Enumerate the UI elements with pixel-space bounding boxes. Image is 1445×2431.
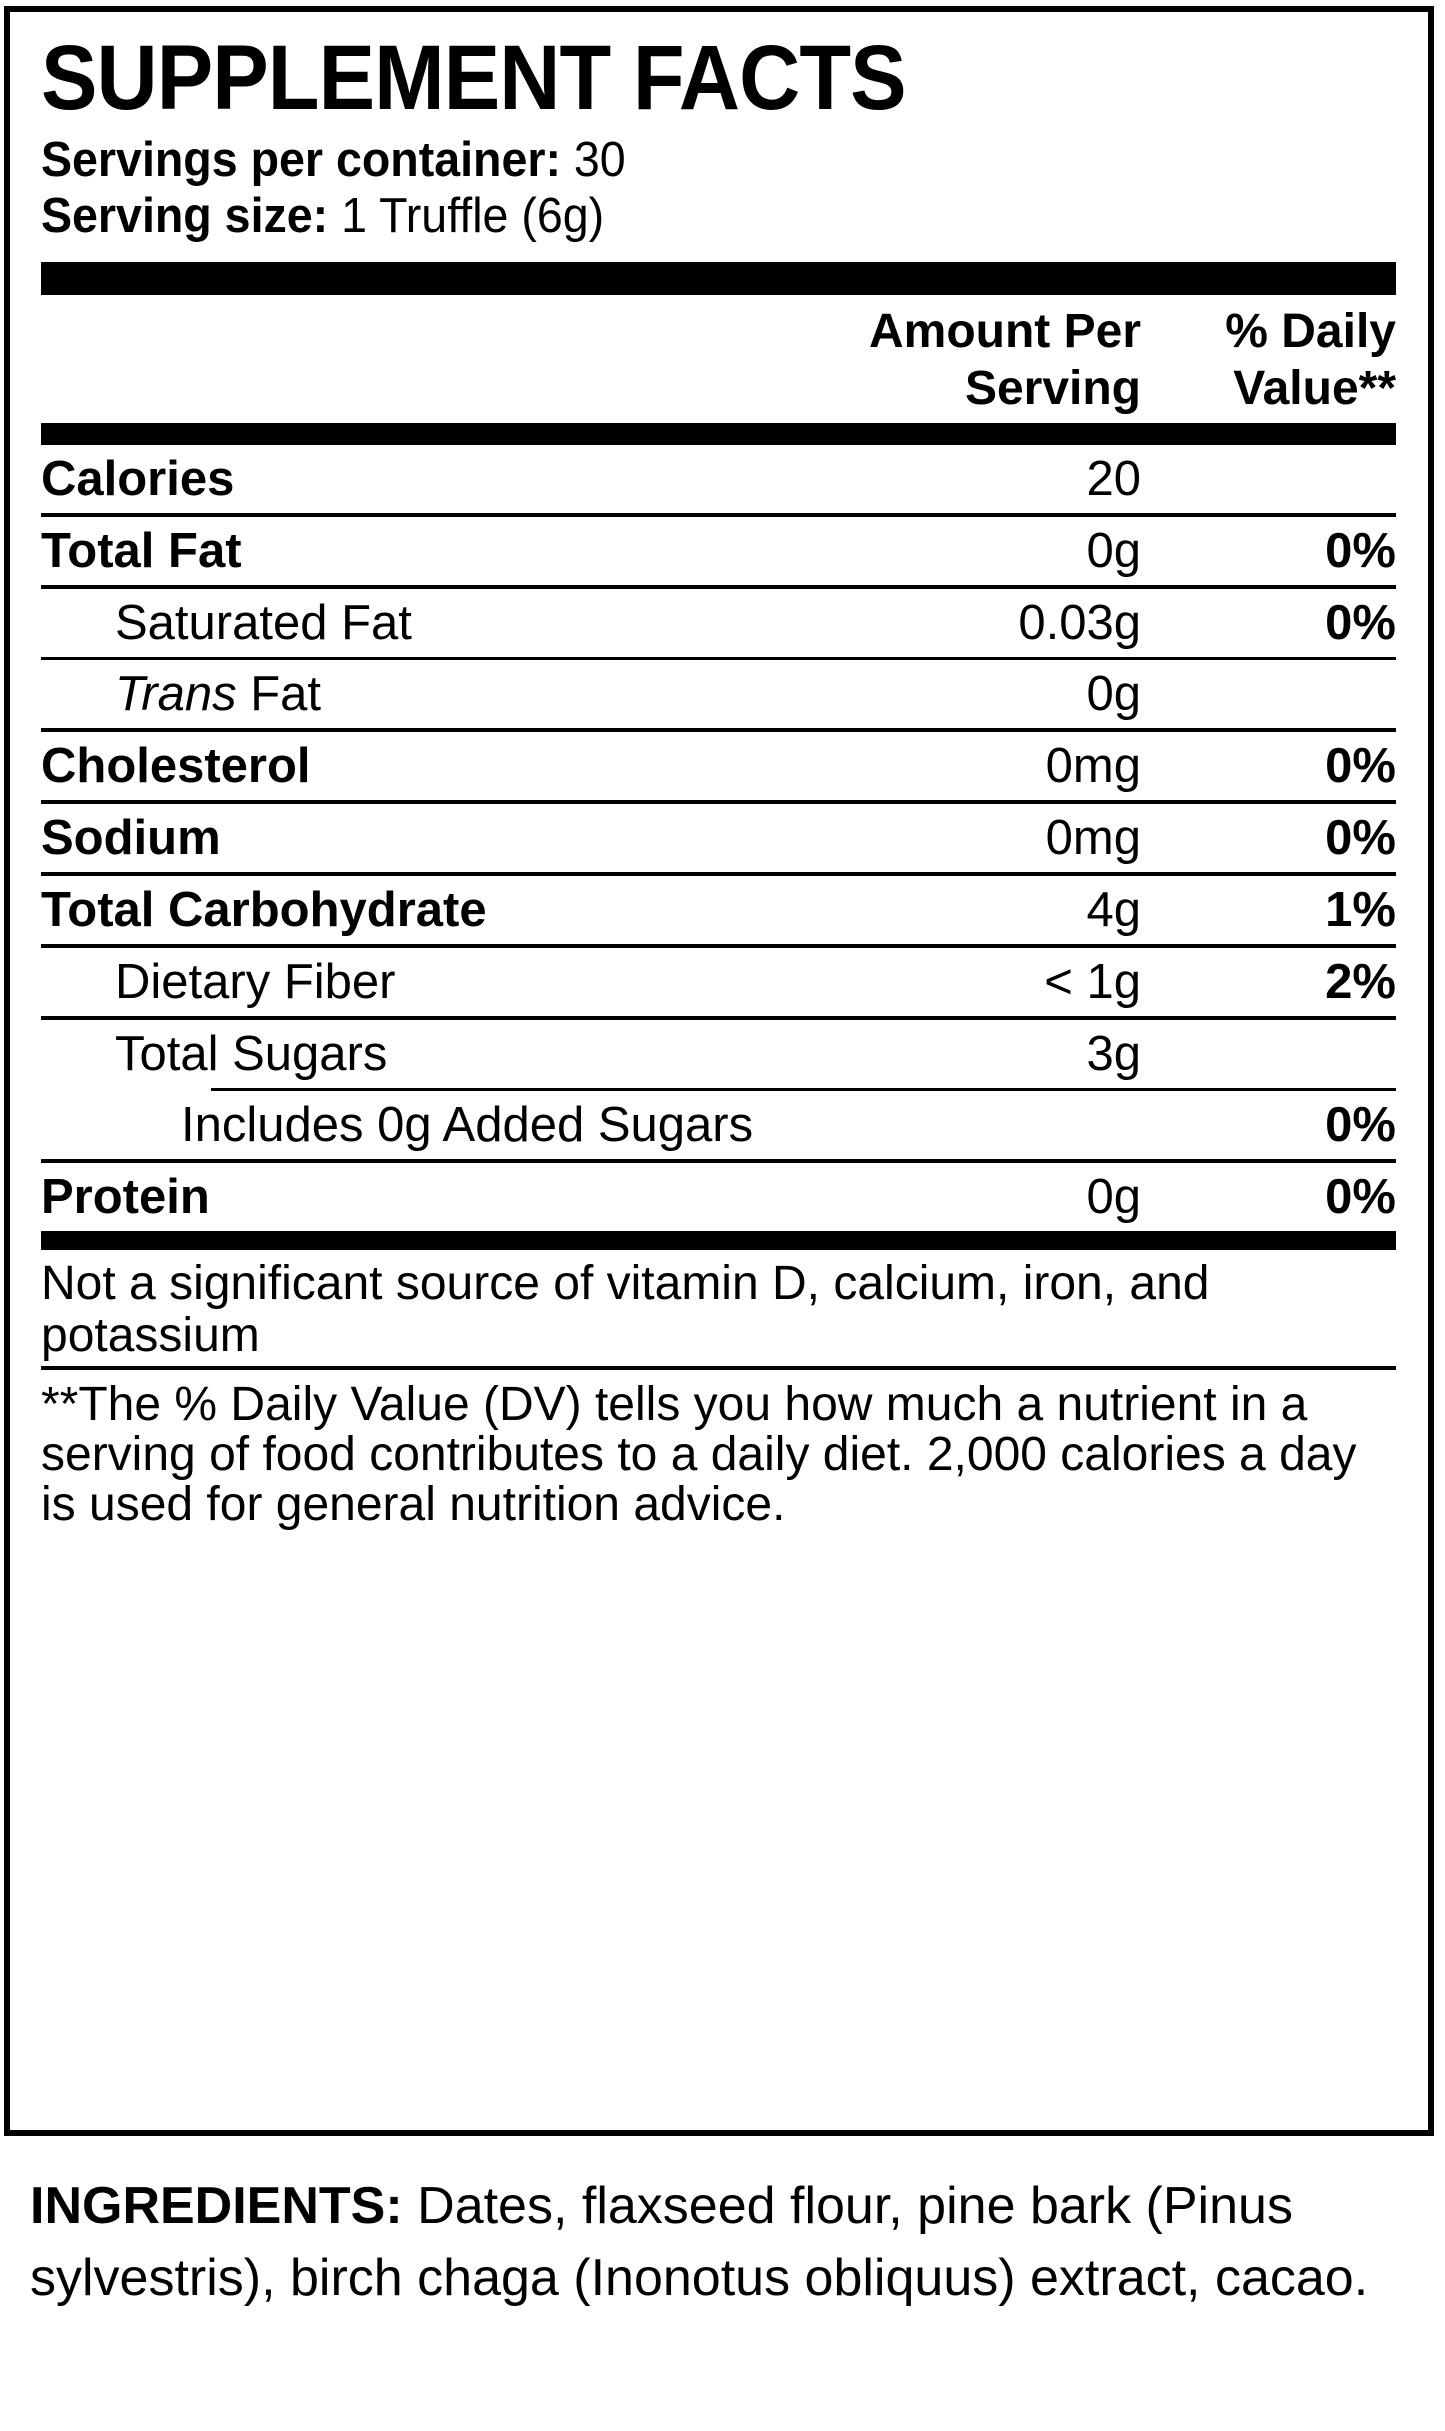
footnote-divider	[41, 1366, 1396, 1370]
supplement-facts-panel: SUPPLEMENT FACTS Servings per container:…	[4, 6, 1434, 2136]
nutrient-name: Total Carbohydrate	[41, 883, 487, 937]
ingredients-text: Dates, flaxseed flour, pine bark (Pinus …	[30, 2177, 1369, 2307]
table-row: Protein 0g 0%	[41, 1163, 1396, 1231]
table-row: Dietary Fiber < 1g 2%	[41, 948, 1396, 1016]
nutrient-amount: 3g	[1086, 1027, 1141, 1081]
row-divider	[41, 585, 1396, 589]
servings-per-container-value: 30	[573, 133, 626, 187]
serving-size: Serving size: 1 Truffle (6g)	[41, 188, 1328, 244]
nutrient-daily-value: 1%	[1325, 883, 1396, 937]
row-divider	[41, 657, 1396, 660]
nutrient-name: Trans Fat	[115, 667, 322, 721]
table-row: Total Fat 0g 0%	[41, 517, 1396, 585]
trans-italic: Trans	[115, 667, 237, 721]
row-divider	[41, 1159, 1396, 1163]
serving-info: Servings per container: 30 Serving size:…	[41, 132, 1396, 244]
row-divider	[41, 728, 1396, 732]
nutrient-name: Total Fat	[41, 524, 242, 578]
table-row: Total Carbohydrate 4g 1%	[41, 876, 1396, 944]
row-divider	[41, 800, 1396, 804]
table-row: Saturated Fat 0.03g 0%	[41, 589, 1396, 657]
not-significant-source-note: Not a significant source of vitamin D, c…	[41, 1257, 1210, 1362]
servings-per-container: Servings per container: 30	[41, 132, 1328, 188]
row-divider	[41, 513, 1396, 517]
nutrient-amount: 0g	[1086, 1170, 1141, 1224]
daily-value-footnote: **The % Daily Value (DV) tells you how m…	[41, 1378, 1357, 1531]
nutrient-amount: 0mg	[1045, 811, 1141, 865]
nutrient-name: Cholesterol	[41, 739, 311, 793]
nutrient-name: Calories	[41, 452, 235, 506]
table-row: Total Sugars 3g	[41, 1020, 1396, 1088]
column-headers: Amount Per Serving % Daily Value**	[41, 295, 1396, 423]
table-row: Calories 20	[41, 445, 1396, 513]
ingredients-section: INGREDIENTS: Dates, flaxseed flour, pine…	[30, 2170, 1420, 2314]
nutrient-amount: 0g	[1086, 524, 1141, 578]
nutrient-name: Includes 0g Added Sugars	[181, 1098, 754, 1152]
divider-thick-protein	[41, 1231, 1396, 1250]
row-divider-indented	[211, 1088, 1396, 1091]
nutrient-name: Sodium	[41, 811, 221, 865]
nutrient-amount: 0mg	[1045, 739, 1141, 793]
table-row: Includes 0g Added Sugars 0%	[41, 1091, 1396, 1159]
nutrient-name: Protein	[41, 1170, 210, 1224]
nutrient-daily-value: 0%	[1325, 1098, 1396, 1152]
servings-per-container-label: Servings per container:	[41, 133, 561, 187]
divider-thick-top	[41, 262, 1396, 295]
ingredients-heading: INGREDIENTS:	[30, 2177, 403, 2235]
nutrient-daily-value: 0%	[1325, 524, 1396, 578]
table-row: Sodium 0mg 0%	[41, 804, 1396, 872]
row-divider	[41, 1016, 1396, 1020]
nutrient-amount: 4g	[1086, 883, 1141, 937]
nutrient-name: Total Sugars	[115, 1027, 388, 1081]
page-title: SUPPLEMENT FACTS	[41, 27, 907, 129]
row-divider	[41, 944, 1396, 948]
nutrient-daily-value: 0%	[1325, 811, 1396, 865]
nutrient-daily-value: 2%	[1325, 955, 1396, 1009]
table-row: Cholesterol 0mg 0%	[41, 732, 1396, 800]
row-divider	[41, 872, 1396, 876]
table-row: Trans Fat 0g	[41, 660, 1396, 728]
nutrient-amount: 0g	[1086, 667, 1141, 721]
nutrient-daily-value: 0%	[1325, 596, 1396, 650]
nutrient-amount: 20	[1086, 452, 1141, 506]
serving-size-label: Serving size:	[41, 189, 329, 243]
column-header-amount: Amount Per Serving	[868, 305, 1141, 415]
nutrient-amount: < 1g	[1044, 955, 1141, 1009]
nutrient-amount: 0.03g	[1018, 596, 1141, 650]
serving-size-value: 1 Truffle (6g)	[341, 189, 605, 243]
nutrient-name: Dietary Fiber	[115, 955, 396, 1009]
column-header-daily-value: % Daily Value**	[1225, 305, 1396, 415]
nutrient-daily-value: 0%	[1325, 1170, 1396, 1224]
divider-thick-headers	[41, 423, 1396, 445]
nutrient-name: Saturated Fat	[115, 596, 412, 650]
nutrient-daily-value: 0%	[1325, 739, 1396, 793]
